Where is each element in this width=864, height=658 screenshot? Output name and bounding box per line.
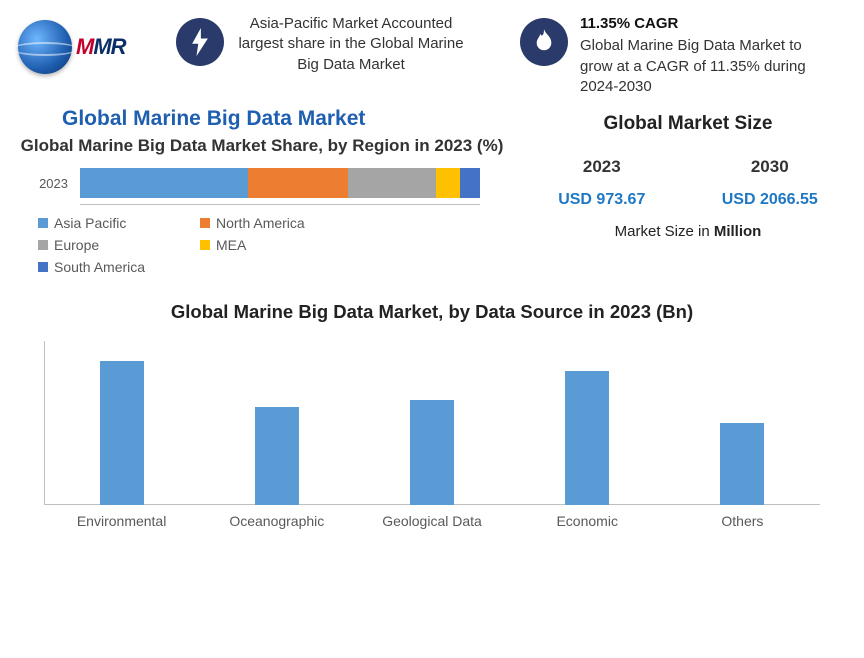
legend-swatch (38, 262, 48, 272)
stacked-segment-south-america (460, 168, 480, 198)
footer-prefix: Market Size in (615, 223, 714, 240)
stacked-segment-north-america (248, 168, 348, 198)
market-size-title: Global Market Size (530, 113, 846, 135)
header-row: MMR Asia-Pacific Market Accounted larges… (0, 0, 864, 97)
market-size-col: 2023 USD 973.67 (558, 157, 645, 209)
logo-letter: R (111, 34, 126, 59)
logo-text: MMR (76, 34, 126, 60)
mid-row: Global Marine Big Data Market Global Mar… (0, 97, 864, 275)
stacked-bar (80, 168, 480, 198)
legend-item: MEA (200, 237, 340, 253)
bar-col (354, 400, 509, 505)
legend-label: MEA (216, 237, 246, 253)
stacked-title: Global Marine Big Data Market Share, by … (18, 135, 506, 156)
callout-body: 11.35% CAGR Global Marine Big Data Marke… (580, 12, 810, 97)
legend-label: Asia Pacific (54, 215, 126, 231)
main-title: Global Marine Big Data Market (18, 107, 506, 131)
mmr-logo: MMR (18, 12, 158, 82)
bar-col (665, 423, 820, 505)
bar-col (510, 371, 665, 505)
bar-label: Geological Data (354, 505, 509, 529)
logo-letter: M (76, 34, 93, 59)
bars-container (44, 341, 820, 505)
bar-chart-section: Global Marine Big Data Market, by Data S… (0, 275, 864, 541)
bar-col (44, 361, 199, 505)
legend-label: Europe (54, 237, 99, 253)
legend-item: Europe (38, 237, 178, 253)
legend-swatch (38, 240, 48, 250)
market-size-year: 2030 (722, 157, 818, 177)
footer-bold: Million (714, 223, 762, 240)
bar-col (199, 407, 354, 505)
callout-text: Asia-Pacific Market Accounted largest sh… (236, 12, 466, 75)
legend-swatch (38, 218, 48, 228)
stacked-segment-europe (348, 168, 436, 198)
bar (100, 361, 144, 505)
bar-labels: EnvironmentalOceanographicGeological Dat… (44, 505, 820, 541)
stacked-chart-panel: Global Marine Big Data Market Global Mar… (18, 107, 506, 275)
stacked-legend: Asia Pacific North America Europe MEA South … (18, 215, 478, 275)
legend-item: South America (38, 259, 178, 275)
bar (255, 407, 299, 505)
bar-chart-title: Global Marine Big Data Market, by Data S… (24, 301, 840, 323)
market-size-value: USD 2066.55 (722, 191, 818, 209)
legend-item: Asia Pacific (38, 215, 178, 231)
market-size-col: 2030 USD 2066.55 (722, 157, 818, 209)
cagr-text: Global Marine Big Data Market to grow at… (580, 36, 810, 97)
market-size-footer: Market Size in Million (530, 223, 846, 240)
legend-label: South America (54, 259, 145, 275)
legend-swatch (200, 240, 210, 250)
legend-label: North America (216, 215, 305, 231)
callout-asia-pacific: Asia-Pacific Market Accounted largest sh… (176, 12, 502, 75)
bar (720, 423, 764, 505)
bar-chart: EnvironmentalOceanographicGeological Dat… (44, 341, 820, 541)
market-size-columns: 2023 USD 973.67 2030 USD 2066.55 (530, 157, 846, 209)
globe-icon (18, 20, 72, 74)
bar-label: Environmental (44, 505, 199, 529)
stacked-row-label: 2023 (28, 176, 68, 191)
legend-swatch (200, 218, 210, 228)
bar (410, 400, 454, 505)
market-size-value: USD 973.67 (558, 191, 645, 209)
bar (565, 371, 609, 505)
bar-label: Economic (510, 505, 665, 529)
market-size-year: 2023 (558, 157, 645, 177)
cagr-heading: 11.35% CAGR (580, 14, 810, 34)
bolt-icon (176, 18, 224, 66)
stacked-segment-mea (436, 168, 460, 198)
stacked-segment-asia-pacific (80, 168, 248, 198)
callout-cagr: 11.35% CAGR Global Marine Big Data Marke… (520, 12, 846, 97)
bar-label: Oceanographic (199, 505, 354, 529)
logo-letter: M (93, 34, 110, 59)
market-size-panel: Global Market Size 2023 USD 973.67 2030 USD… (530, 107, 846, 275)
bar-label: Others (665, 505, 820, 529)
legend-item: North America (200, 215, 340, 231)
stacked-baseline (80, 204, 480, 205)
flame-icon (520, 18, 568, 66)
stacked-bar-row: 2023 (18, 168, 506, 198)
